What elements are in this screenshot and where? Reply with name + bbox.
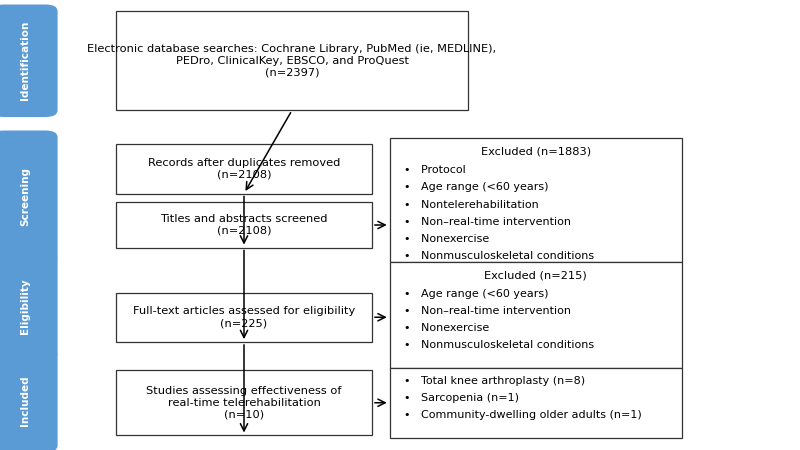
Text: Included: Included [20,375,30,426]
Text: Excluded (n=215): Excluded (n=215) [484,270,587,280]
Text: Titles and abstracts screened
(n=2108): Titles and abstracts screened (n=2108) [160,214,328,236]
FancyBboxPatch shape [0,252,58,360]
Text: Studies assessing effectiveness of
real-time telerehabilitation
(n=10): Studies assessing effectiveness of real-… [146,386,342,419]
FancyBboxPatch shape [390,138,682,262]
Text: •   Non–real-time intervention: • Non–real-time intervention [404,217,571,227]
Text: Excluded (n=1883): Excluded (n=1883) [481,146,590,157]
Text: •   Total knee arthroplasty (n=8): • Total knee arthroplasty (n=8) [404,376,585,386]
FancyBboxPatch shape [0,4,58,117]
Text: •   Nonexercise: • Nonexercise [404,323,490,333]
FancyBboxPatch shape [390,368,682,437]
FancyBboxPatch shape [116,292,372,342]
Text: •   Protocol: • Protocol [404,166,466,176]
Text: Records after duplicates removed
(n=2108): Records after duplicates removed (n=2108… [148,158,340,180]
FancyBboxPatch shape [116,370,372,436]
Text: •   Age range (<60 years): • Age range (<60 years) [404,183,549,193]
FancyBboxPatch shape [0,349,58,450]
Text: •   Nonexercise: • Nonexercise [404,234,490,244]
FancyBboxPatch shape [116,144,372,194]
FancyBboxPatch shape [116,202,372,248]
Text: Eligibility: Eligibility [20,278,30,334]
Text: •   Nontelerehabilitation: • Nontelerehabilitation [404,200,538,210]
Text: Identification: Identification [20,21,30,100]
Text: •   Community-dwelling older adults (n=1): • Community-dwelling older adults (n=1) [404,410,642,420]
Text: Full-text articles assessed for eligibility
(n=225): Full-text articles assessed for eligibil… [133,306,355,328]
Text: Screening: Screening [20,167,30,226]
Text: •   Sarcopenia (n=1): • Sarcopenia (n=1) [404,393,519,403]
Text: •   Non–real-time intervention: • Non–real-time intervention [404,306,571,316]
Text: Electronic database searches: Cochrane Library, PubMed (ie, MEDLINE),
PEDro, Cli: Electronic database searches: Cochrane L… [87,44,497,77]
Text: •   Nonmusculoskeletal conditions: • Nonmusculoskeletal conditions [404,251,594,261]
FancyBboxPatch shape [390,262,682,368]
Text: •   Age range (<60 years): • Age range (<60 years) [404,289,549,299]
FancyBboxPatch shape [116,11,468,110]
Text: •   Nonmusculoskeletal conditions: • Nonmusculoskeletal conditions [404,340,594,351]
FancyBboxPatch shape [0,130,58,263]
